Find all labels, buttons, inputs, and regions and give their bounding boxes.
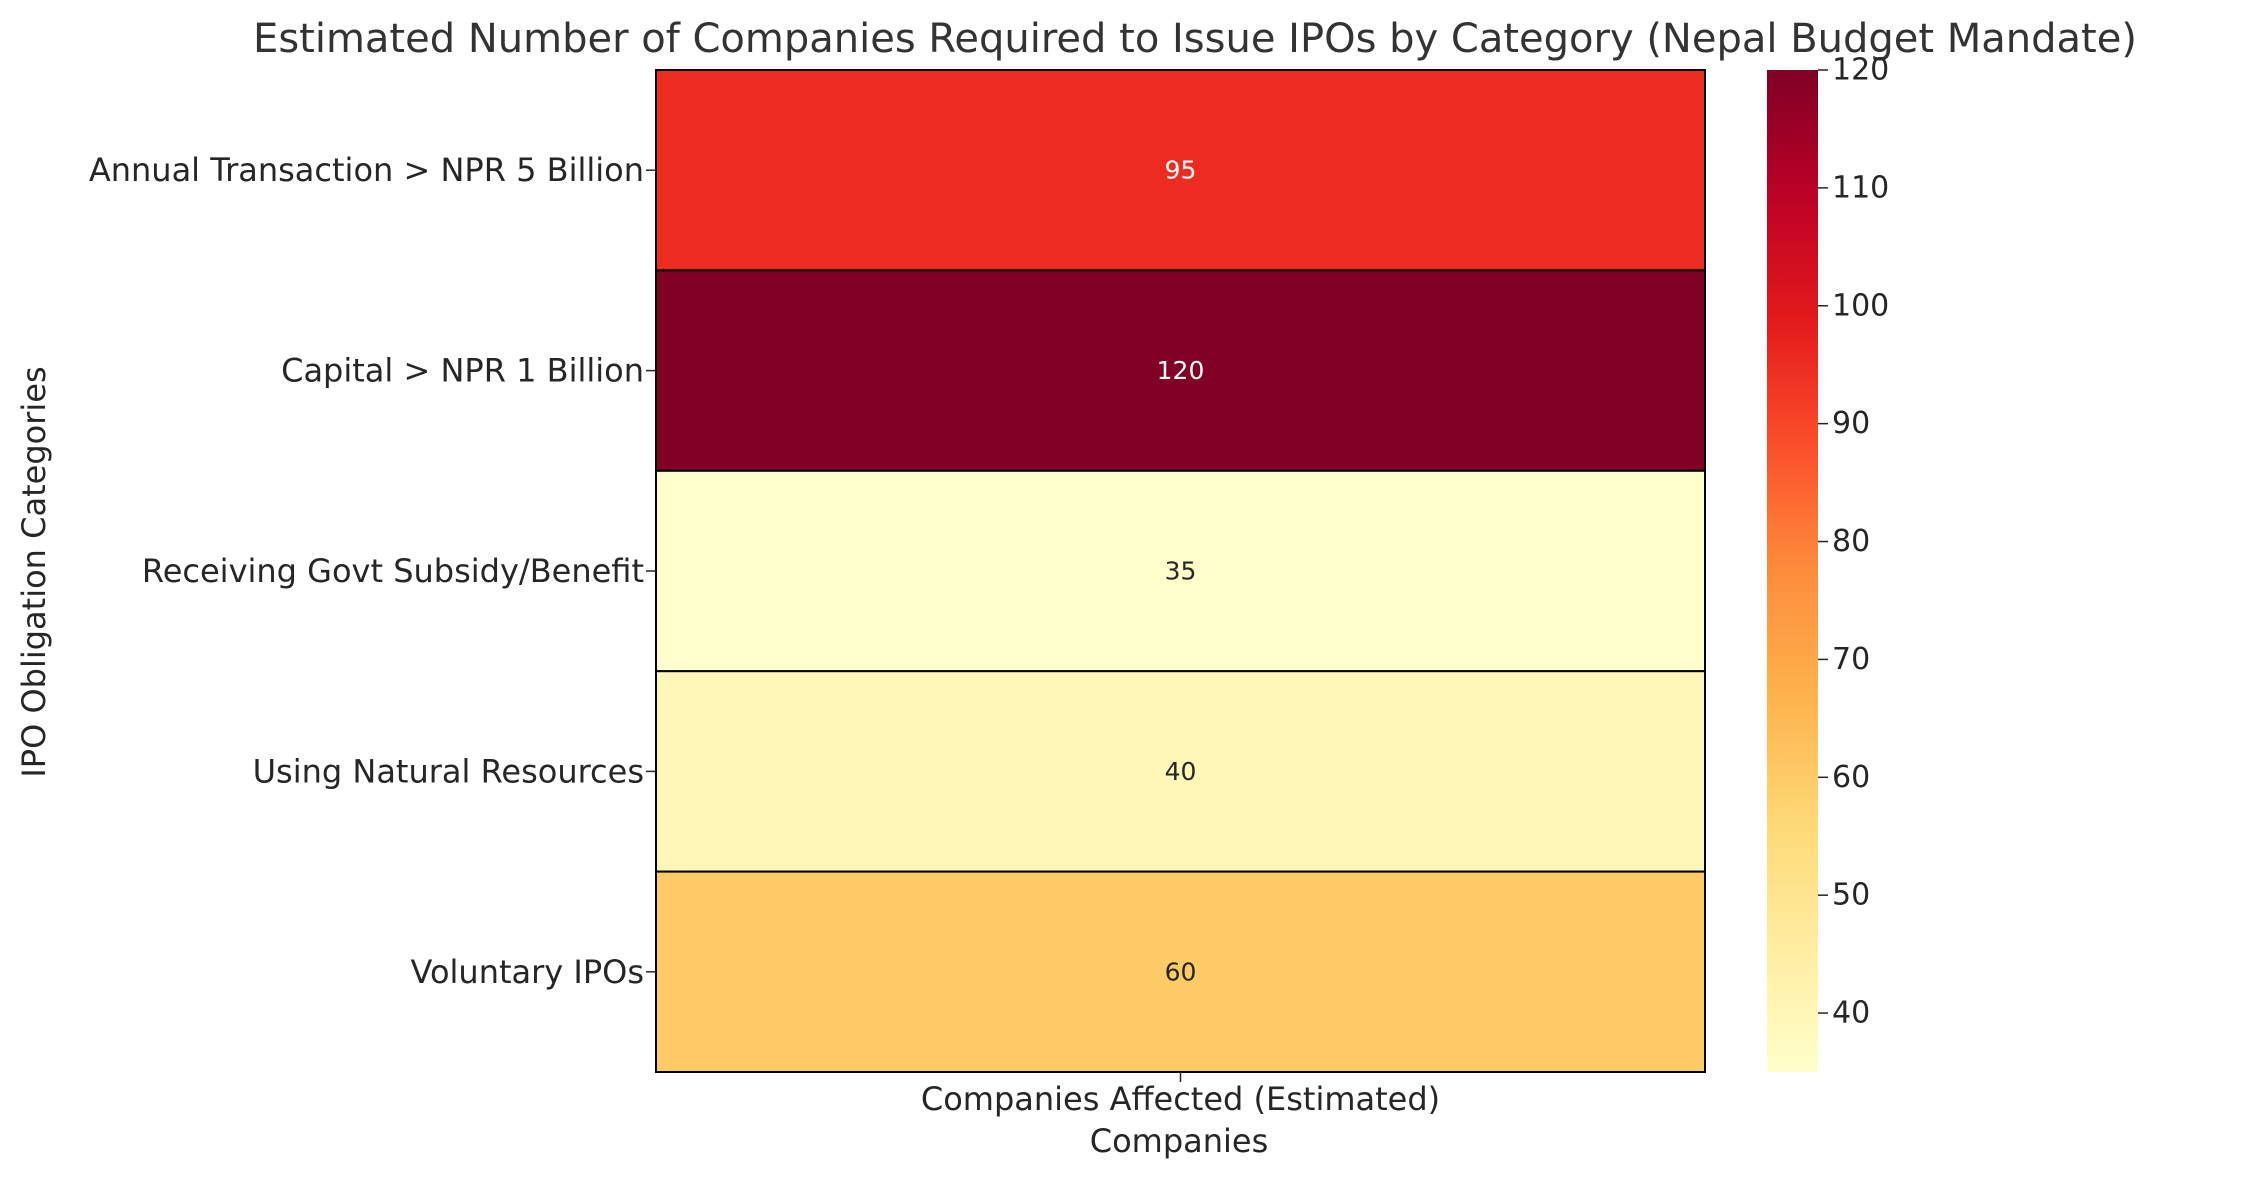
y-tick-label: Capital > NPR 1 Billion bbox=[281, 352, 644, 390]
cell-value-label: 120 bbox=[1157, 356, 1205, 385]
colorbar-tick-label: 50 bbox=[1832, 878, 1870, 913]
heatmap-cell bbox=[655, 469, 1706, 673]
heatmap-cell bbox=[655, 269, 1706, 472]
cell-value-label: 95 bbox=[1165, 156, 1197, 185]
cell-value-label: 40 bbox=[1165, 757, 1197, 786]
colorbar-tick-label: 60 bbox=[1832, 760, 1870, 795]
row-labels: Annual Transaction > NPR 5 Billion Capita… bbox=[89, 151, 656, 991]
colorbar-tick-label: 120 bbox=[1832, 53, 1889, 88]
colorbar-tick-label: 90 bbox=[1832, 406, 1870, 441]
y-tick-label: Annual Transaction > NPR 5 Billion bbox=[89, 151, 644, 189]
colorbar-tick-label: 100 bbox=[1832, 288, 1889, 323]
y-tick-label: Using Natural Resources bbox=[253, 752, 644, 790]
column-labels: Companies Affected (Estimated) bbox=[921, 1072, 1440, 1118]
colorbar-tick-label: 40 bbox=[1832, 996, 1870, 1031]
colorbar: 40 50 60 70 80 90 100 110 120 bbox=[1767, 53, 1889, 1072]
colorbar-tick-label: 80 bbox=[1832, 524, 1870, 559]
x-axis-label: Companies bbox=[1090, 1122, 1269, 1160]
cell-value-label: 60 bbox=[1165, 957, 1197, 986]
heatmap-cell bbox=[655, 69, 1706, 272]
heatmap-cell bbox=[655, 670, 1706, 873]
cell-value-label: 35 bbox=[1165, 557, 1197, 586]
colorbar-tick-label: 110 bbox=[1832, 170, 1889, 205]
heatmap-cells: 95 120 35 40 60 bbox=[655, 69, 1706, 1073]
y-tick-label: Voluntary IPOs bbox=[411, 953, 644, 991]
y-tick-label: Receiving Govt Subsidy/Benefit bbox=[142, 552, 644, 590]
colorbar-gradient bbox=[1767, 70, 1818, 1072]
y-axis-label: IPO Obligation Categories bbox=[15, 366, 53, 777]
colorbar-tick-label: 70 bbox=[1832, 642, 1870, 677]
x-tick-label: Companies Affected (Estimated) bbox=[921, 1080, 1440, 1118]
chart-title: Estimated Number of Companies Required t… bbox=[253, 16, 2137, 62]
